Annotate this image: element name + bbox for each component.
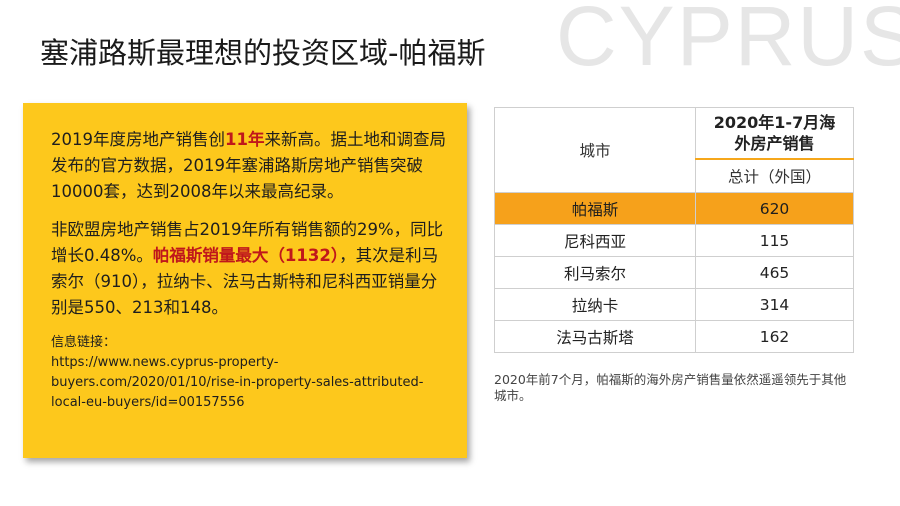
table-header-row: 城市 2020年1-7月海 外房产销售 xyxy=(494,107,854,193)
header-sales-line: 外房产销售 xyxy=(734,134,815,153)
table-row: 尼科西亚 115 xyxy=(494,224,854,257)
watermark-text: CYPRUS xyxy=(556,0,900,83)
paragraph-sales-record: 2019年度房地产销售创11年来新高。据土地和调查局发布的官方数据，2019年塞… xyxy=(51,127,449,205)
city-cell: 拉纳卡 xyxy=(494,288,696,321)
city-cell: 利马索尔 xyxy=(494,256,696,289)
paragraph-text: 来新高。据土地和调查局发布的官方数据，2019年塞浦路斯房地产销售突破10000… xyxy=(51,130,446,201)
info-card: 2019年度房地产销售创11年来新高。据土地和调查局发布的官方数据，2019年塞… xyxy=(23,103,467,458)
slide-title: 塞浦路斯最理想的投资区域-帕福斯 xyxy=(40,36,486,70)
table-row: 拉纳卡 314 xyxy=(494,288,854,321)
paragraph-text: ，其次是利马索尔（910），拉纳卡、法马古斯特和尼科西亚销量分别是550、213… xyxy=(51,246,439,317)
header-total-foreign: 总计（外国） xyxy=(695,158,854,193)
highlight-text: 帕福斯销量最大（1132） xyxy=(152,246,340,265)
table-row: 利马索尔 465 xyxy=(494,256,854,289)
table-row: 帕福斯 620 xyxy=(494,192,854,225)
source-link-line[interactable]: buyers.com/2020/01/10/rise-in-property-s… xyxy=(51,375,424,390)
table-row: 法马古斯塔 162 xyxy=(494,320,854,353)
sales-table: 城市 2020年1-7月海 外房产销售 总计（外国） 帕福斯 620 尼科西亚 1… xyxy=(494,107,854,353)
table-note: 2020年前7个月，帕福斯的海外房产销售量依然遥遥领先于其他城市。 xyxy=(494,372,847,403)
header-sales-line: 2020年1-7月海 xyxy=(713,113,836,132)
table-subheader-row: 总计（外国） xyxy=(495,158,854,193)
value-cell: 465 xyxy=(695,256,854,289)
value-cell: 115 xyxy=(695,224,854,257)
city-cell: 帕福斯 xyxy=(494,192,696,225)
sales-table-container: 城市 2020年1-7月海 外房产销售 总计（外国） 帕福斯 620 尼科西亚 1… xyxy=(494,107,854,353)
header-city: 城市 xyxy=(494,107,696,193)
value-cell: 314 xyxy=(695,288,854,321)
city-cell: 尼科西亚 xyxy=(494,224,696,257)
value-cell: 620 xyxy=(695,192,854,225)
source-link-line[interactable]: local-eu-buyers/id=00157556 xyxy=(51,395,245,410)
source-link-label: 信息链接： xyxy=(51,335,117,350)
highlight-text: 11年 xyxy=(225,130,265,149)
city-cell: 法马古斯塔 xyxy=(494,320,696,353)
value-cell: 162 xyxy=(695,320,854,353)
paragraph-non-eu-sales: 非欧盟房地产销售占2019年所有销售额的29%，同比增长0.48%。帕福斯销量最… xyxy=(51,217,449,321)
source-link-block: 信息链接： https://www.news.cyprus-property- … xyxy=(51,333,449,413)
source-link-line[interactable]: https://www.news.cyprus-property- xyxy=(51,355,279,370)
paragraph-text: 非欧盟房地产销售占2019年所有销售额的29%，同比增长0.48%。 xyxy=(51,220,444,265)
paragraph-text: 2019年度房地产销售创 xyxy=(51,130,225,149)
header-sales: 2020年1-7月海 外房产销售 xyxy=(695,107,854,160)
